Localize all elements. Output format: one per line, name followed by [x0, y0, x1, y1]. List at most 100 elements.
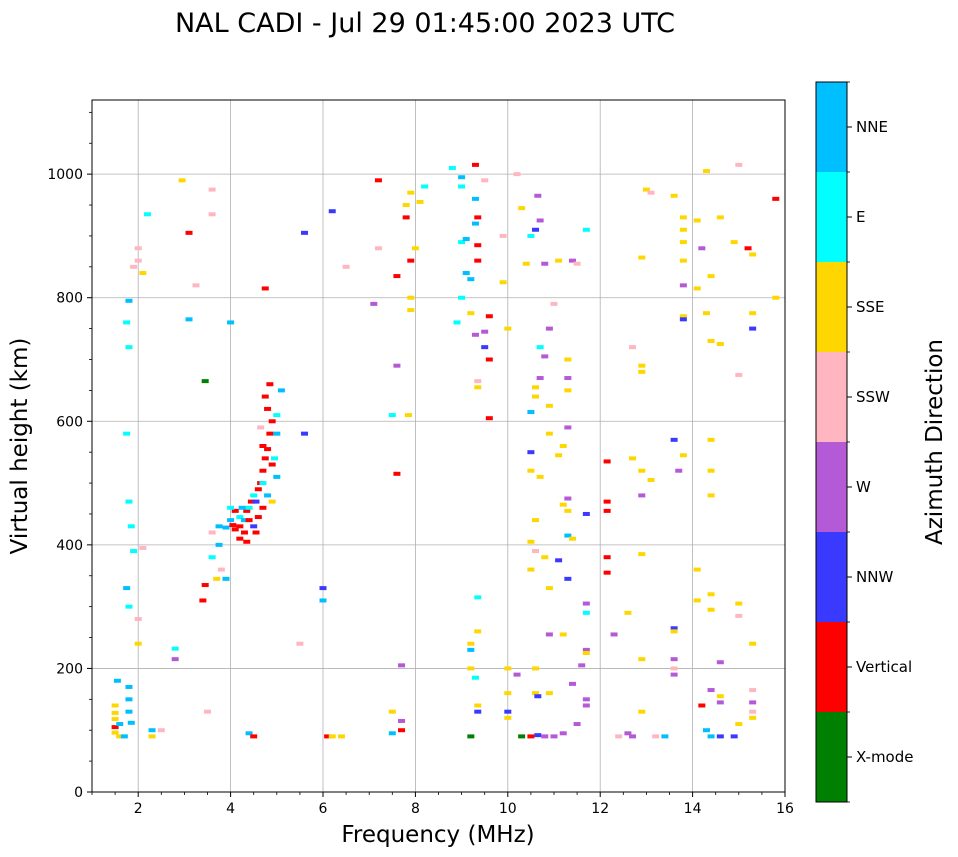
data-point — [534, 193, 542, 198]
data-point — [749, 688, 757, 693]
data-point — [178, 178, 186, 183]
data-point — [670, 657, 678, 662]
data-point — [273, 413, 281, 418]
data-point — [647, 190, 655, 195]
data-point — [402, 203, 410, 208]
data-point — [120, 734, 128, 739]
data-point — [545, 586, 553, 591]
data-point — [749, 641, 757, 646]
data-point — [270, 456, 278, 461]
data-point — [199, 598, 207, 603]
y-tick-label: 0 — [74, 785, 83, 801]
data-point — [125, 298, 133, 303]
grid-lines — [92, 100, 786, 792]
colorbar-swatch — [816, 82, 847, 172]
data-point — [123, 320, 131, 325]
data-point — [467, 311, 475, 316]
data-point — [652, 734, 660, 739]
data-point — [707, 607, 715, 612]
data-point — [550, 301, 558, 306]
data-point — [527, 734, 535, 739]
data-point — [301, 230, 309, 235]
data-point — [222, 525, 230, 530]
data-point — [568, 258, 576, 263]
data-point — [243, 539, 251, 544]
y-axis-ticks: 0 200 400 600 800 1000 — [47, 111, 92, 801]
y-axis-label: Virtual height (km) — [7, 338, 33, 555]
data-point — [130, 264, 138, 269]
data-point — [259, 468, 267, 473]
data-point — [481, 329, 489, 334]
data-point — [499, 280, 507, 285]
data-point — [603, 508, 611, 513]
data-point — [471, 196, 479, 201]
data-point — [134, 258, 142, 263]
data-point — [693, 286, 701, 291]
data-point — [629, 345, 637, 350]
data-point — [474, 709, 482, 714]
data-point — [638, 255, 646, 260]
data-point — [545, 632, 553, 637]
colorbar-frame — [815, 81, 848, 803]
data-point — [564, 376, 572, 381]
data-points — [111, 162, 780, 739]
data-point — [374, 178, 382, 183]
data-point — [261, 394, 269, 399]
data-point — [125, 684, 133, 689]
data-point — [259, 505, 267, 510]
data-point — [532, 385, 540, 390]
x-axis-label: Frequency (MHz) — [341, 822, 534, 848]
data-point — [467, 647, 475, 652]
data-point — [749, 700, 757, 705]
data-point — [564, 388, 572, 393]
data-point — [374, 246, 382, 251]
data-point — [259, 481, 267, 486]
data-point — [250, 524, 258, 529]
data-point — [471, 162, 479, 167]
data-point — [342, 264, 350, 269]
data-point — [504, 691, 512, 696]
data-point — [670, 437, 678, 442]
data-point — [257, 425, 265, 430]
data-point — [702, 311, 710, 316]
data-point — [670, 666, 678, 671]
data-point — [113, 678, 121, 683]
data-point — [532, 549, 540, 554]
x-tick-label: 14 — [684, 801, 702, 817]
data-point — [675, 468, 683, 473]
data-point — [536, 474, 544, 479]
data-point — [744, 246, 752, 251]
data-point — [208, 187, 216, 192]
data-point — [125, 709, 133, 714]
data-point — [707, 493, 715, 498]
data-point — [471, 221, 479, 226]
data-point — [240, 530, 248, 535]
data-point — [448, 165, 456, 170]
data-point — [582, 703, 590, 708]
data-point — [134, 617, 142, 621]
x-tick-label: 10 — [499, 801, 517, 817]
data-point — [545, 403, 553, 408]
data-point — [462, 237, 470, 242]
data-point — [629, 734, 637, 739]
colorbar: X-mode Vertical NNW W SSW SSE E NNE — [815, 81, 913, 803]
data-point — [582, 650, 590, 655]
x-axis-ticks: 2 4 6 8 10 12 14 16 — [91, 792, 794, 817]
data-point — [227, 320, 235, 325]
data-point — [458, 184, 466, 189]
data-point — [518, 206, 526, 211]
data-point — [222, 576, 230, 581]
data-point — [670, 626, 678, 631]
data-point — [564, 508, 572, 513]
data-point — [388, 413, 396, 418]
colorbar-swatch — [816, 532, 847, 622]
data-point — [229, 523, 237, 528]
data-point — [624, 610, 632, 615]
data-point — [693, 218, 701, 223]
data-point — [564, 357, 572, 362]
data-point — [319, 598, 327, 603]
data-point — [467, 277, 475, 282]
y-tick-label: 600 — [56, 414, 83, 430]
data-point — [404, 413, 412, 418]
data-point — [716, 342, 724, 347]
